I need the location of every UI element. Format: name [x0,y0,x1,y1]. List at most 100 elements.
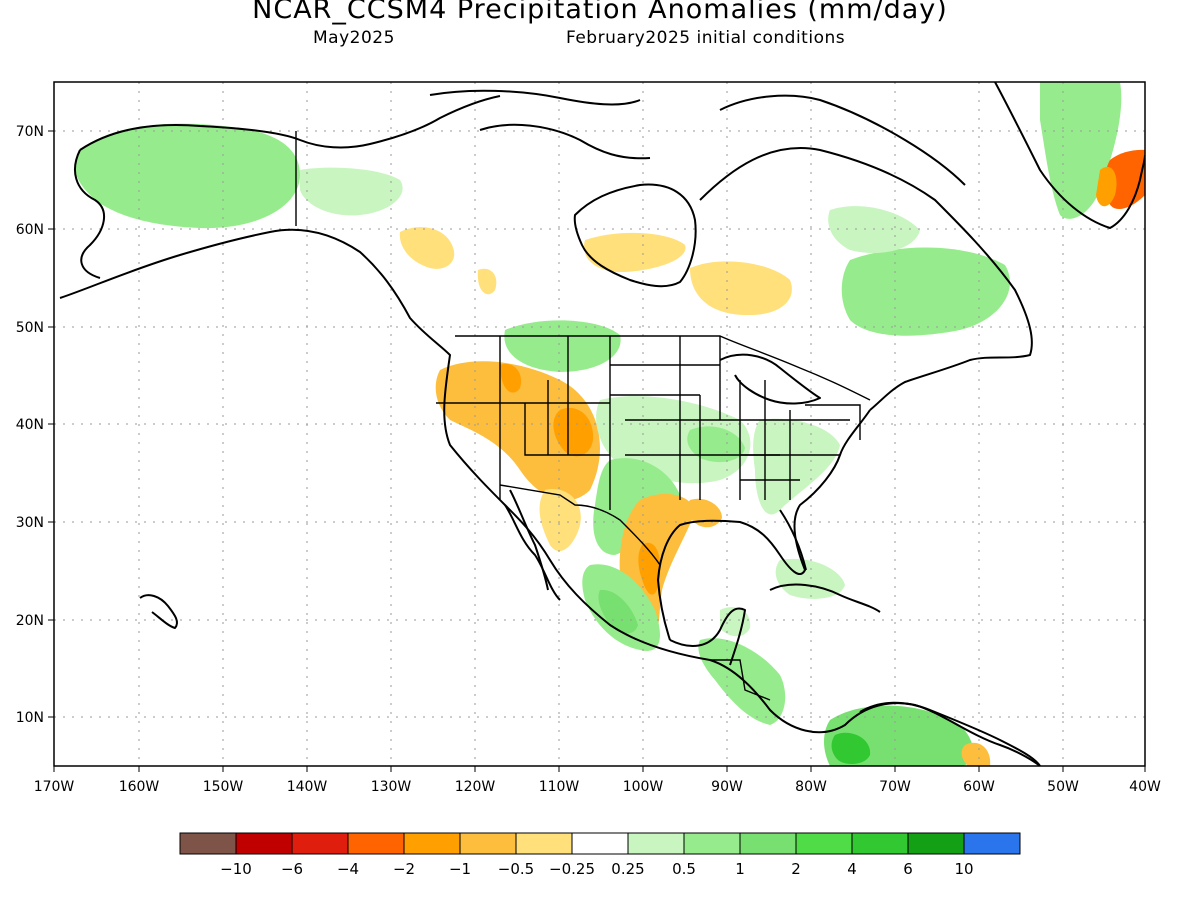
lon-label: 140W [287,779,328,795]
anomaly-southwest-dry [539,489,581,552]
anomaly-south-america-core [831,732,871,765]
legend-label: 4 [847,860,857,878]
lon-label: 90W [711,779,743,795]
legend-label: 0.5 [672,860,696,878]
lon-label: 100W [623,779,664,795]
coast-hudson-bay [573,183,697,288]
valid-month-label: May2025 [313,28,395,48]
border-states-west [436,336,611,510]
anomaly-colorado-dry [553,407,594,457]
lon-label: 170W [34,779,75,795]
coast-west-mexico [504,504,561,601]
lon-label: 80W [795,779,827,795]
anomaly-quebec-dry [690,261,792,316]
coast-arctic-alaska [79,95,501,151]
anomaly-alaska-light [300,167,403,216]
lon-label: 130W [371,779,412,795]
lon-label: 110W [539,779,580,795]
anomaly-alaska-wet [74,123,300,229]
anomaly-texas-dry-core [638,542,661,595]
political-borders [295,131,871,701]
lat-label: 30N [16,515,44,531]
legend-swatch [571,832,629,855]
anomaly-atlantic-wet [828,206,920,254]
lat-label: 70N [16,124,44,140]
lon-label: 120W [455,779,496,795]
legend-swatch [403,832,461,855]
border-states-central [610,336,780,500]
legend-label: −0.5 [498,860,534,878]
lat-label: 50N [16,320,44,336]
anomaly-bc-dry-2 [477,268,497,295]
color-bar [179,832,1021,855]
legend-swatch [795,832,853,855]
axis-ticks [48,130,1146,772]
coast-south-america [859,701,1041,766]
lon-label: 50W [1047,779,1079,795]
legend-label: −4 [337,860,359,878]
coast-hawaii [139,594,178,629]
border-us-mexico [499,484,661,566]
legend-swatch [851,832,909,855]
anomaly-labrador-wet [841,247,1010,336]
coast-archipelago-1 [429,89,641,106]
anomaly-southeast-wet [753,418,840,515]
legend-label: −6 [281,860,303,878]
legend-label: −2 [393,860,415,878]
lon-label: 150W [203,779,244,795]
border-us-canada [455,335,871,401]
border-states-east [720,380,861,500]
anomaly-basin-dry [435,361,600,501]
anomaly-plains-wet [504,320,621,372]
legend-swatch [627,832,685,855]
anomaly-bc-dry [399,227,455,269]
legend-label: 6 [903,860,913,878]
coast-cuba [769,583,881,613]
coast-baffin [719,94,966,186]
legend-swatch [515,832,573,855]
coast-alaska [59,228,1041,766]
legend-swatch [739,832,797,855]
coast-gulf [669,607,746,666]
lat-label: 60N [16,222,44,238]
legend-label: 10 [954,860,973,878]
lat-axis-labels: 70N 60N 50N 40N 30N 20N 10N [16,124,44,726]
anomaly-ohio-wet [687,426,745,463]
coast-labrador [699,147,1033,411]
coastlines [59,82,1145,766]
legend-swatch [907,832,965,855]
legend-swatch [235,832,293,855]
legend-label: −0.25 [549,860,595,878]
lon-label: 160W [119,779,160,795]
anomaly-fields [74,82,1145,766]
lat-label: 40N [16,417,44,433]
coast-alaska-west [74,149,105,279]
anomaly-mexico-wet-core [598,589,638,634]
coast-archipelago-2 [479,123,651,160]
coast-baja [509,489,549,591]
lat-label: 20N [16,613,44,629]
init-conditions-label: February2025 initial conditions [566,28,846,48]
border-central-america [710,659,771,701]
legend-swatch [347,832,405,855]
legend-label: 0.25 [611,860,644,878]
lat-label: 10N [16,710,44,726]
legend-swatch [459,832,517,855]
chart-title: NCAR_CCSM4 Precipitation Anomalies (mm/d… [252,0,948,25]
legend-swatch [963,832,1021,855]
legend-labels: −10 −6 −4 −2 −1 −0.5 −0.25 0.25 0.5 1 2 … [220,860,973,878]
lon-axis-labels: 170W 160W 150W 140W 130W 120W 110W 100W … [34,779,1161,795]
lon-label: 40W [1129,779,1161,795]
anomaly-greenland-dry-edge [1096,166,1117,207]
coast-east-us [657,409,871,641]
coast-great-lakes [719,353,821,405]
legend-label: 2 [791,860,801,878]
lon-label: 60W [963,779,995,795]
legend-swatch [683,832,741,855]
legend-label: −1 [449,860,471,878]
lon-label: 70W [879,779,911,795]
coast-florida [779,509,807,571]
anomaly-nevada-dry [500,363,522,393]
legend-label: 1 [735,860,745,878]
